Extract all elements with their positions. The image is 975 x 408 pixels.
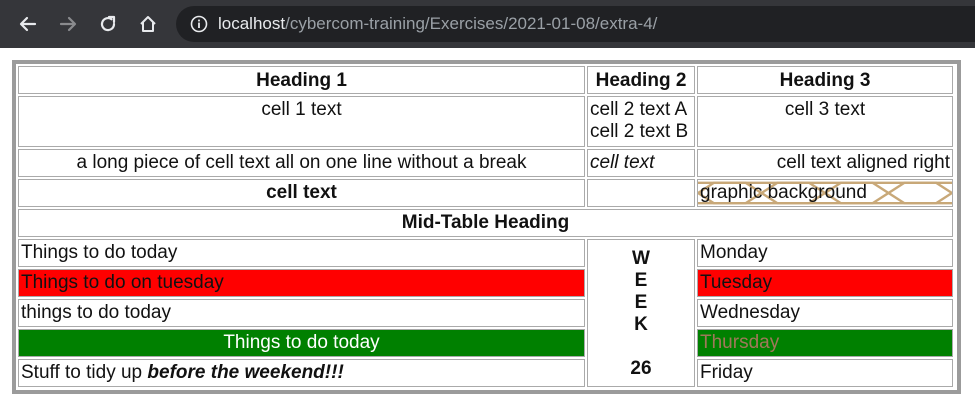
week-letter-e2: E [634,292,648,313]
week-cell: W E E K 26 [587,239,695,387]
bold-cell: cell text [18,179,585,207]
data-table: Heading 1 Heading 2 Heading 3 cell 1 tex… [16,64,957,390]
reload-icon[interactable] [96,12,120,36]
diamond-pattern-graphic [698,181,952,205]
todo-row-2: Things to do on tuesday [18,269,585,297]
url-text[interactable]: localhost/cybercom-training/Exercises/20… [218,14,657,34]
week-letter-w: W [632,248,650,269]
todo-row-5-emphasis: before the weekend!!! [147,362,344,383]
week-letter-k: K [634,314,648,335]
graphic-background-cell: graphic background [697,179,953,207]
mid-table-heading: Mid-Table Heading [18,209,953,237]
cell-2: cell 2 text A cell 2 text B [587,96,695,147]
forward-arrow-icon[interactable] [56,12,80,36]
day-friday: Friday [697,359,953,387]
info-icon[interactable] [190,15,208,33]
todo-row-5: Stuff to tidy up before the weekend!!! [18,359,585,387]
long-text-cell: a long piece of cell text all on one lin… [18,149,585,177]
todo-row-5-text: Stuff to tidy up [21,362,148,383]
week-letter-e1: E [634,270,648,291]
graphic-background-label: graphic background [700,182,867,203]
day-monday: Monday [697,239,953,267]
cell-1: cell 1 text [18,96,585,147]
heading-1: Heading 1 [18,66,585,94]
day-tuesday: Tuesday [697,269,953,297]
todo-row-1: Things to do today [18,239,585,267]
todo-row-4: Things to do today [18,329,585,357]
table-outer-border: Heading 1 Heading 2 Heading 3 cell 1 tex… [12,60,961,394]
browser-toolbar: localhost/cybercom-training/Exercises/20… [0,0,975,48]
day-thursday: Thursday [697,329,953,357]
week-number: 26 [630,358,652,379]
heading-3: Heading 3 [697,66,953,94]
heading-2: Heading 2 [587,66,695,94]
empty-cell [587,179,695,207]
italic-cell: cell text [587,149,695,177]
back-arrow-icon[interactable] [16,12,40,36]
page-content: Heading 1 Heading 2 Heading 3 cell 1 tex… [0,48,975,408]
cell-2-line-a: cell 2 text A [590,99,688,120]
home-icon[interactable] [136,12,160,36]
todo-row-3: things to do today [18,299,585,327]
right-aligned-cell: cell text aligned right [697,149,953,177]
url-host: localhost [218,14,286,33]
address-bar[interactable]: localhost/cybercom-training/Exercises/20… [176,6,975,42]
cell-2-line-b: cell 2 text B [590,121,689,142]
day-wednesday: Wednesday [697,299,953,327]
url-path: /cybercom-training/Exercises/2021-01-08/… [285,14,658,33]
cell-3: cell 3 text [697,96,953,147]
